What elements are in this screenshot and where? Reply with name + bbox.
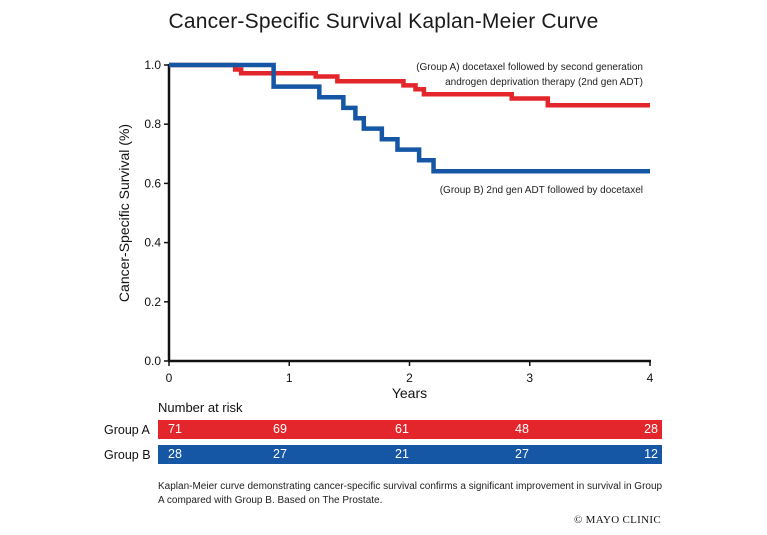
x-tick-label-4: 4 — [647, 371, 654, 385]
copyright-credit: © MAYO CLINIC — [573, 514, 661, 526]
x-tick-label-0: 0 — [166, 371, 173, 385]
figure-caption: Kaplan-Meier curve demonstrating cancer-… — [158, 481, 663, 506]
risk-row-group-b: 28 27 21 27 12 — [158, 445, 662, 464]
y-tick-label-4: 0.8 — [144, 117, 161, 131]
risk-cell-a-1: 69 — [273, 422, 287, 436]
risk-row-label-group-b: Group B — [104, 448, 151, 462]
chart-title: Cancer-Specific Survival Kaplan-Meier Cu… — [168, 10, 599, 33]
y-tick-label-0: 0.0 — [144, 354, 161, 368]
risk-cell-a-3: 48 — [515, 422, 529, 436]
risk-cell-b-1: 27 — [273, 447, 287, 461]
risk-cell-a-4: 28 — [644, 422, 658, 436]
risk-cell-a-0: 71 — [168, 422, 182, 436]
y-tick-label-2: 0.4 — [144, 236, 161, 250]
y-tick-label-5: 1.0 — [144, 58, 161, 72]
risk-row-group-a: 71 69 61 48 28 — [158, 420, 662, 439]
risk-cell-b-4: 12 — [644, 447, 658, 461]
risk-row-label-group-a: Group A — [104, 423, 150, 437]
km-chart: 0.0 0.2 0.4 0.6 0.8 1.0 0 1 2 3 4 Years Cancer-Speci… — [116, 58, 654, 400]
risk-cell-b-3: 27 — [515, 447, 529, 461]
x-axis-label: Years — [392, 385, 427, 400]
annotation-group-a-line-0: (Group A) docetaxel followed by second g… — [416, 62, 643, 73]
risk-cell-a-2: 61 — [395, 422, 409, 436]
x-tick-label-3: 3 — [526, 371, 533, 385]
survival-curve-group-b — [169, 62, 650, 174]
risk-table-heading: Number at risk — [158, 400, 243, 415]
x-tick-label-1: 1 — [286, 371, 293, 385]
y-axis-label: Cancer-Specific Survival (%) — [116, 124, 132, 302]
annotation-group-a-line-1: androgen deprivation therapy (2nd gen AD… — [445, 77, 643, 88]
y-tick-label-3: 0.6 — [144, 176, 161, 190]
survival-curve-group-a — [169, 62, 650, 108]
annotation-group-b: (Group B) 2nd gen ADT followed by doceta… — [440, 185, 643, 196]
risk-cell-b-0: 28 — [168, 447, 182, 461]
x-tick-label-2: 2 — [406, 371, 413, 385]
y-tick-label-1: 0.2 — [144, 295, 161, 309]
risk-cell-b-2: 21 — [395, 447, 409, 461]
